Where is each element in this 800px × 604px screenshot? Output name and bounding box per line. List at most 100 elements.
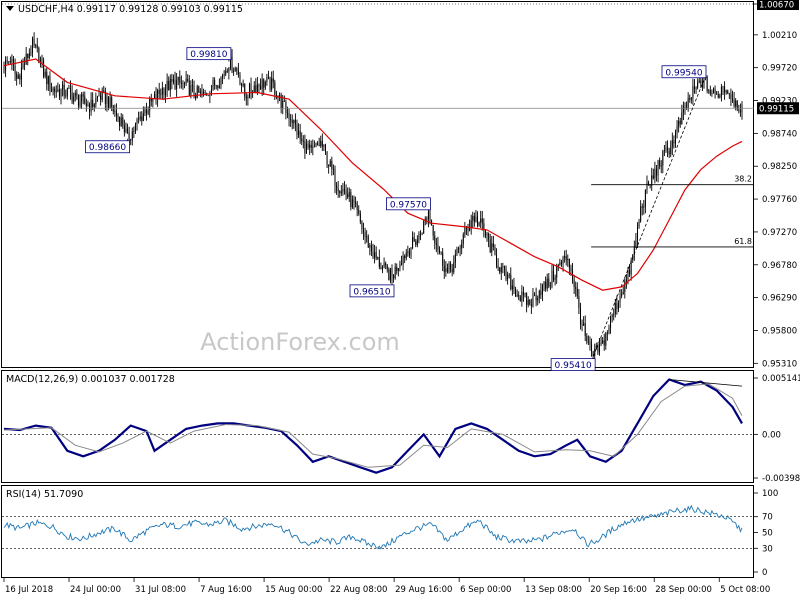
candle-body <box>36 45 38 48</box>
candle-body <box>606 332 608 334</box>
macd-axis-label: 0.005141 <box>762 374 800 384</box>
candle-body <box>640 206 642 222</box>
candle-body <box>644 190 646 207</box>
candle-body <box>616 303 618 310</box>
candle-body <box>253 85 255 93</box>
price-marker-label: 0.99540 <box>665 68 702 78</box>
candle-body <box>689 98 691 100</box>
candle-body <box>247 97 249 99</box>
candle-body <box>14 65 16 74</box>
candle-body <box>492 243 494 248</box>
rsi-title: RSI(14) 51.7090 <box>6 489 83 500</box>
candle-body <box>155 94 157 100</box>
candle-body <box>603 340 605 346</box>
candle-body <box>310 144 312 148</box>
candle-body <box>443 265 445 272</box>
candle-body <box>16 73 18 79</box>
candle-body <box>92 99 94 107</box>
candle-body <box>41 59 43 61</box>
candle-body <box>17 75 19 79</box>
candle-body <box>524 293 526 296</box>
candle-body <box>404 255 406 259</box>
candle-body <box>692 86 694 98</box>
candle-body <box>323 144 325 147</box>
candle-body <box>163 87 165 96</box>
candle-body <box>427 211 429 220</box>
time-axis-label: 13 Sep 08:00 <box>525 585 582 595</box>
candle-body <box>459 248 461 250</box>
candle-body <box>575 286 577 290</box>
rsi-axis: 100 70 50 30 0 <box>754 489 778 578</box>
candle-body <box>416 239 418 245</box>
price-marker-box <box>386 197 431 211</box>
candle-body <box>43 60 45 77</box>
candle-body <box>643 206 645 208</box>
macd-line <box>3 378 743 474</box>
candle-body <box>160 93 162 95</box>
max-price-label: 1.00670 <box>759 1 794 11</box>
candle-body <box>651 175 653 186</box>
candle-body <box>288 112 290 119</box>
candle-body <box>521 291 523 302</box>
candle-body <box>423 220 425 234</box>
candle-body <box>286 112 288 114</box>
candle-body <box>439 249 441 252</box>
candle-body <box>272 78 274 83</box>
candle-body <box>736 100 738 110</box>
candle-body <box>399 263 401 269</box>
candle-body <box>515 289 517 297</box>
candle-body <box>168 81 170 91</box>
candle-body <box>649 185 651 187</box>
current-price-label: 0.99115 <box>759 105 794 115</box>
candle-body <box>149 98 151 111</box>
rsi-layer <box>2 504 754 550</box>
candle-body <box>68 88 70 90</box>
candle-body <box>305 143 307 154</box>
candle-body <box>33 38 35 45</box>
candle-body <box>362 229 364 233</box>
candle-body <box>220 76 222 87</box>
candle-body <box>209 95 211 97</box>
candle-body <box>20 67 22 80</box>
candle-body <box>374 252 376 258</box>
candle-body <box>32 38 34 53</box>
candle-body <box>451 269 453 273</box>
candle-body <box>274 82 276 95</box>
candle-body <box>199 91 201 93</box>
candle-body <box>58 89 60 97</box>
candle-body <box>304 141 306 154</box>
candle-body <box>394 266 396 279</box>
candle-body <box>326 151 328 165</box>
rsi-axis-label: 70 <box>762 513 773 523</box>
candle-body <box>483 223 485 230</box>
candle-body <box>507 274 509 280</box>
candle-body <box>573 279 575 287</box>
time-axis-label: 20 Sep 16:00 <box>590 585 647 595</box>
chevron-down-icon[interactable] <box>6 6 14 11</box>
candle-body <box>172 79 174 82</box>
candle-body <box>676 126 678 133</box>
candle-body <box>511 285 513 290</box>
candle-body <box>215 85 217 87</box>
candle-body <box>44 71 46 77</box>
candle-body <box>133 131 135 132</box>
candle-body <box>709 90 711 94</box>
candle-body <box>489 239 491 253</box>
candle-body <box>380 267 382 269</box>
candle-body <box>114 111 116 112</box>
candle-body <box>119 117 121 126</box>
candle-body <box>47 76 49 85</box>
candle-body <box>424 218 426 221</box>
candle-body <box>402 255 404 265</box>
candle-body <box>261 79 263 90</box>
candle-body <box>391 268 393 276</box>
candle-body <box>591 344 593 352</box>
candle-body <box>46 71 48 85</box>
candle-body <box>548 278 550 287</box>
candle-body <box>389 268 391 281</box>
time-axis-label: 22 Aug 08:00 <box>330 585 387 595</box>
candle-body <box>263 79 265 88</box>
candle-body <box>462 234 464 244</box>
candle-body <box>74 92 76 97</box>
